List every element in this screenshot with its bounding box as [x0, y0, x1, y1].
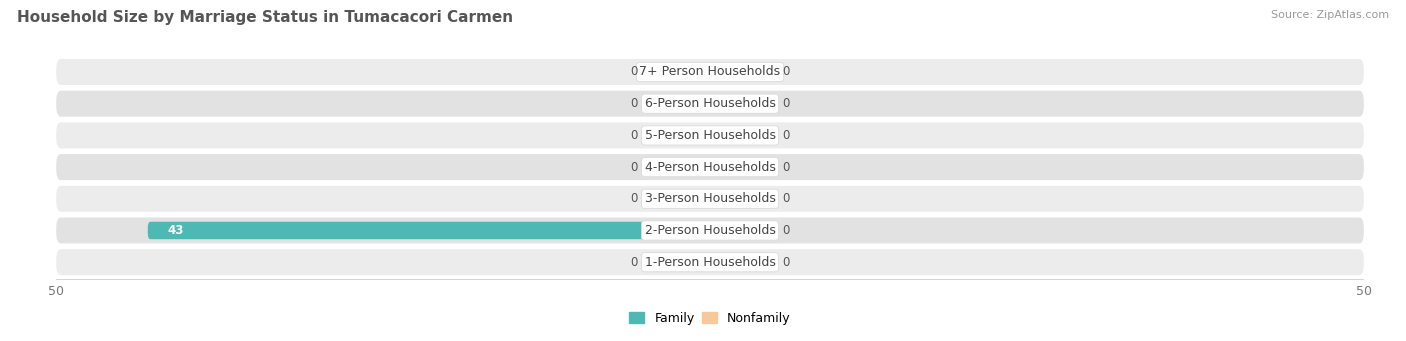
FancyBboxPatch shape — [644, 253, 710, 271]
FancyBboxPatch shape — [710, 127, 776, 144]
Text: 0: 0 — [782, 192, 789, 205]
FancyBboxPatch shape — [710, 95, 776, 113]
Text: 0: 0 — [631, 65, 638, 78]
Text: 5-Person Households: 5-Person Households — [644, 129, 776, 142]
FancyBboxPatch shape — [56, 218, 1364, 243]
Text: 0: 0 — [631, 192, 638, 205]
FancyBboxPatch shape — [56, 122, 1364, 148]
Text: 43: 43 — [167, 224, 184, 237]
Text: 0: 0 — [782, 224, 789, 237]
Text: Household Size by Marriage Status in Tumacacori Carmen: Household Size by Marriage Status in Tum… — [17, 10, 513, 25]
FancyBboxPatch shape — [644, 190, 710, 208]
Text: 4-Person Households: 4-Person Households — [644, 161, 776, 174]
Text: 2-Person Households: 2-Person Households — [644, 224, 776, 237]
Text: 0: 0 — [782, 129, 789, 142]
Text: 0: 0 — [631, 256, 638, 269]
Text: 7+ Person Households: 7+ Person Households — [640, 65, 780, 78]
Legend: Family, Nonfamily: Family, Nonfamily — [624, 307, 796, 330]
FancyBboxPatch shape — [56, 59, 1364, 85]
FancyBboxPatch shape — [644, 95, 710, 113]
FancyBboxPatch shape — [56, 91, 1364, 117]
Text: 6-Person Households: 6-Person Households — [644, 97, 776, 110]
Text: 0: 0 — [782, 65, 789, 78]
FancyBboxPatch shape — [710, 158, 776, 176]
FancyBboxPatch shape — [56, 249, 1364, 275]
FancyBboxPatch shape — [644, 158, 710, 176]
Text: 0: 0 — [782, 161, 789, 174]
Text: 0: 0 — [782, 256, 789, 269]
FancyBboxPatch shape — [710, 63, 776, 81]
FancyBboxPatch shape — [710, 222, 776, 239]
Text: 0: 0 — [631, 161, 638, 174]
Text: Source: ZipAtlas.com: Source: ZipAtlas.com — [1271, 10, 1389, 20]
FancyBboxPatch shape — [710, 253, 776, 271]
FancyBboxPatch shape — [56, 186, 1364, 212]
Text: 1-Person Households: 1-Person Households — [644, 256, 776, 269]
FancyBboxPatch shape — [710, 190, 776, 208]
Text: 3-Person Households: 3-Person Households — [644, 192, 776, 205]
Text: 0: 0 — [782, 97, 789, 110]
FancyBboxPatch shape — [644, 63, 710, 81]
Text: 0: 0 — [631, 129, 638, 142]
Text: 0: 0 — [631, 97, 638, 110]
FancyBboxPatch shape — [56, 154, 1364, 180]
FancyBboxPatch shape — [148, 222, 710, 239]
FancyBboxPatch shape — [644, 127, 710, 144]
